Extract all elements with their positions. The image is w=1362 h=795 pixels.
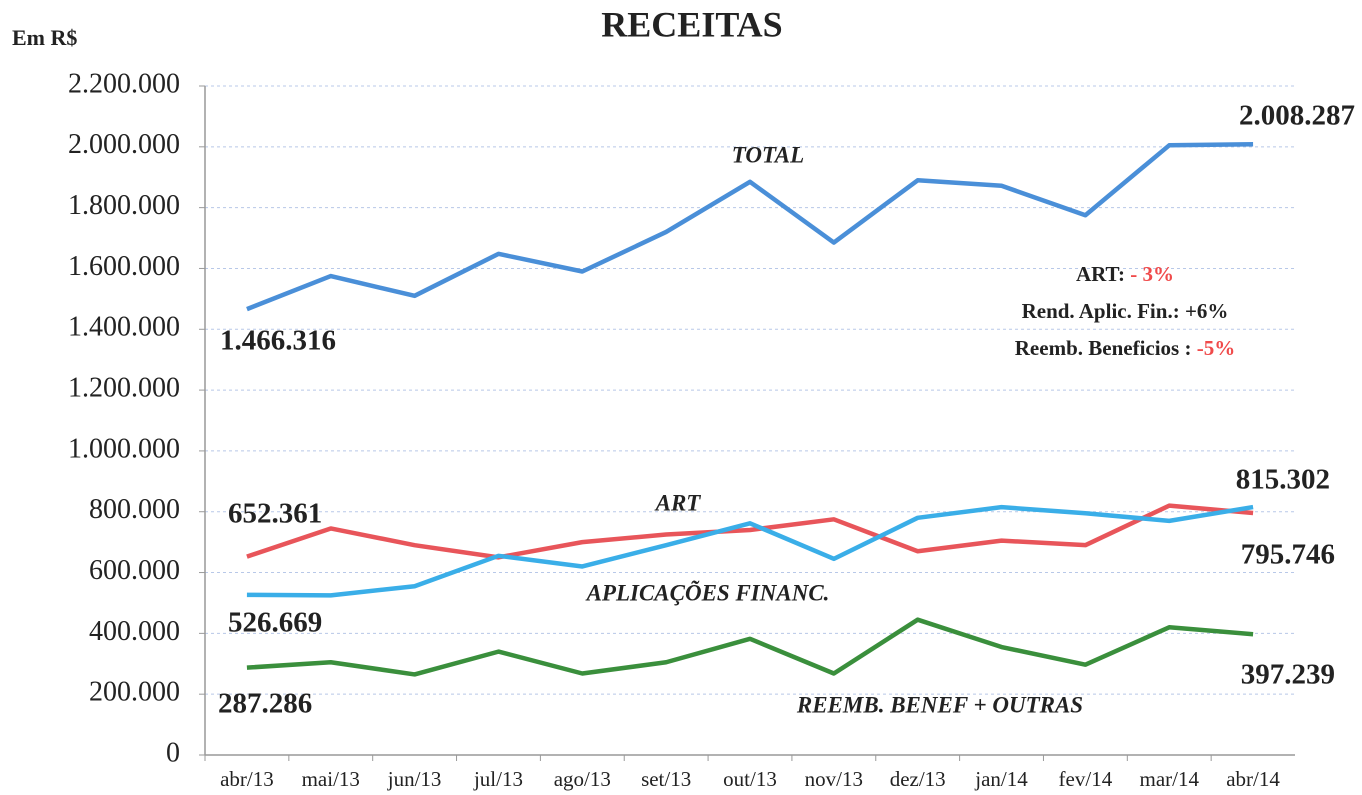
y-tick-label: 2.000.000	[68, 129, 180, 160]
series-line	[246, 617, 1254, 677]
x-tick-label: dez/13	[890, 767, 946, 791]
value-label: 815.302	[1236, 464, 1330, 496]
series-name: ART	[654, 490, 702, 515]
series-line	[246, 142, 1254, 312]
x-tick-label: mar/14	[1139, 767, 1199, 791]
y-tick-label: 1.000.000	[68, 433, 180, 464]
y-tick-label: 600.000	[89, 555, 180, 586]
x-tick-label: abr/13	[220, 767, 274, 791]
value-label: 795.746	[1241, 539, 1335, 571]
note-label: ART:	[1076, 262, 1125, 286]
y-tick-label: 1.400.000	[68, 312, 180, 343]
x-tick-label: jul/13	[473, 767, 523, 791]
y-tick-label: 1.200.000	[68, 373, 180, 404]
y-tick-label: 200.000	[89, 677, 180, 708]
x-tick-label: mai/13	[302, 767, 360, 791]
y-tick-label: 1.600.000	[68, 251, 180, 282]
y-tick-label: 0	[166, 737, 180, 768]
y-axis-label: Em R$	[12, 25, 77, 50]
value-label: 1.466.316	[220, 325, 336, 357]
series-name: REEMB. BENEF + OUTRAS	[796, 692, 1083, 717]
chart-title: RECEITAS	[601, 4, 782, 44]
y-tick-label: 400.000	[89, 616, 180, 647]
x-tick-label: jun/13	[387, 767, 442, 791]
x-tick-label: ago/13	[554, 767, 611, 791]
x-tick-label: jan/14	[974, 767, 1028, 791]
x-tick-label: fev/14	[1059, 767, 1113, 791]
value-label: 287.286	[218, 688, 312, 720]
value-label: 2.008.287	[1239, 100, 1355, 132]
note-label: Reemb. Beneficios :	[1015, 336, 1192, 360]
x-tick-label: abr/14	[1226, 767, 1280, 791]
y-tick-label: 2.200.000	[68, 68, 180, 99]
note-value: -5%	[1197, 336, 1236, 360]
y-tick-label: 800.000	[89, 494, 180, 525]
note-value: - 3%	[1130, 262, 1174, 286]
note-label: Rend. Aplic. Fin.:	[1022, 299, 1180, 323]
note: ART: - 3%	[1076, 262, 1174, 286]
value-label: 526.669	[228, 607, 322, 639]
x-tick-label: out/13	[723, 767, 777, 791]
y-tick-label: 1.800.000	[68, 190, 180, 221]
note-value: +6%	[1185, 299, 1228, 323]
value-label: 397.239	[1241, 659, 1335, 691]
note: Reemb. Beneficios : -5%	[1015, 336, 1235, 360]
series-name: TOTAL	[732, 142, 804, 167]
value-label: 652.361	[228, 498, 322, 530]
series-name: APLICAÇÕES FINANC.	[585, 580, 830, 605]
note: Rend. Aplic. Fin.: +6%	[1022, 299, 1229, 323]
series-line	[246, 504, 1254, 598]
x-tick-label: nov/13	[805, 767, 863, 791]
series-line	[246, 503, 1254, 560]
x-tick-label: set/13	[641, 767, 691, 791]
